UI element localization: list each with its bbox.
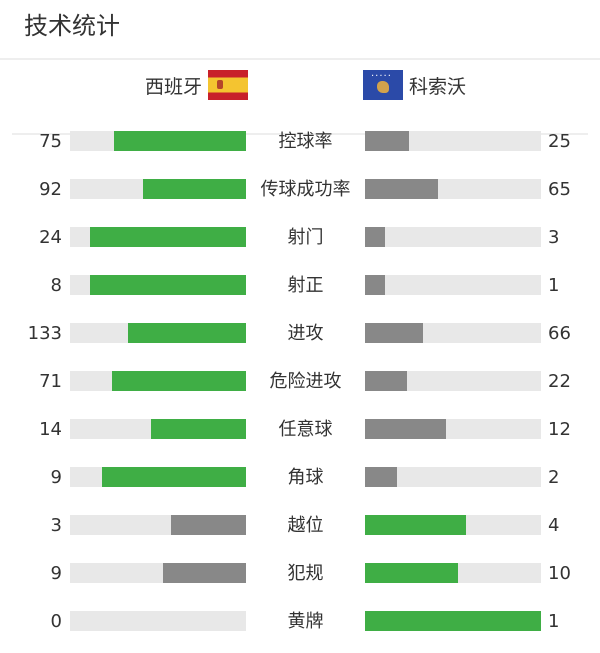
away-value: 22 xyxy=(548,371,571,392)
stat-row: 92 传球成功率 65 xyxy=(0,179,600,201)
away-team-name: 科索沃 xyxy=(409,75,467,98)
stat-row: 71 危险进攻 22 xyxy=(0,371,600,393)
stat-label: 犯规 xyxy=(287,563,324,584)
home-value: 75 xyxy=(39,131,62,152)
away-bar-track xyxy=(365,611,541,631)
away-bar-track xyxy=(365,179,541,199)
stat-row: 8 射正 1 xyxy=(0,275,600,297)
home-bar-track xyxy=(70,515,246,535)
away-bar-track xyxy=(365,131,541,151)
away-bar-track xyxy=(365,515,541,535)
home-value: 9 xyxy=(50,467,62,488)
stat-row: 3 越位 4 xyxy=(0,515,600,537)
divider xyxy=(0,58,600,60)
stat-label: 射门 xyxy=(287,227,324,248)
home-team-name: 西班牙 xyxy=(144,75,202,98)
home-bar-fill xyxy=(162,563,246,583)
home-bar-fill xyxy=(89,227,246,247)
away-value: 12 xyxy=(548,419,571,440)
away-bar-track xyxy=(365,323,541,343)
spain-flag-icon xyxy=(208,70,248,100)
home-value: 3 xyxy=(50,515,62,536)
away-bar-fill xyxy=(365,131,409,151)
home-bar-track xyxy=(70,179,246,199)
away-value: 2 xyxy=(548,467,560,488)
home-bar-track xyxy=(70,227,246,247)
stat-label: 射正 xyxy=(287,275,324,296)
home-value: 8 xyxy=(50,275,62,296)
stat-row: 9 犯规 10 xyxy=(0,563,600,585)
home-bar-track xyxy=(70,323,246,343)
home-bar-fill xyxy=(102,467,246,487)
away-bar-fill xyxy=(365,563,458,583)
away-bar-fill xyxy=(365,467,397,487)
away-value: 4 xyxy=(548,515,560,536)
away-bar-track xyxy=(365,275,541,295)
away-value: 3 xyxy=(548,227,560,248)
stat-label: 传球成功率 xyxy=(260,179,351,200)
home-value: 24 xyxy=(39,227,62,248)
away-bar-track xyxy=(365,227,541,247)
stat-label: 黄牌 xyxy=(287,611,324,632)
home-bar-fill xyxy=(151,419,246,439)
away-bar-fill xyxy=(365,371,407,391)
stat-row: 0 黄牌 1 xyxy=(0,611,600,633)
home-bar-track xyxy=(70,611,246,631)
stat-label: 危险进攻 xyxy=(269,371,342,392)
home-value: 92 xyxy=(39,179,62,200)
home-bar-track xyxy=(70,275,246,295)
away-value: 10 xyxy=(548,563,571,584)
home-bar-track xyxy=(70,371,246,391)
stat-row: 14 任意球 12 xyxy=(0,419,600,441)
stat-label: 越位 xyxy=(287,515,324,536)
away-value: 1 xyxy=(548,275,560,296)
away-value: 1 xyxy=(548,611,560,632)
home-bar-track xyxy=(70,467,246,487)
away-bar-fill xyxy=(365,611,541,631)
stat-label: 控球率 xyxy=(278,131,333,152)
home-bar-track xyxy=(70,419,246,439)
home-bar-fill xyxy=(89,275,246,295)
away-bar-fill xyxy=(365,515,466,535)
away-bar-track xyxy=(365,467,541,487)
divider xyxy=(12,133,588,135)
away-bar-track xyxy=(365,371,541,391)
away-bar-fill xyxy=(365,419,447,439)
stat-row: 24 射门 3 xyxy=(0,227,600,249)
stat-row: 75 控球率 25 xyxy=(0,131,600,153)
away-bar-fill xyxy=(365,179,438,199)
home-team: 西班牙 xyxy=(145,70,248,100)
home-value: 0 xyxy=(50,611,62,632)
away-value: 65 xyxy=(548,179,571,200)
away-value: 66 xyxy=(548,323,571,344)
stat-label: 进攻 xyxy=(287,323,324,344)
home-bar-fill xyxy=(170,515,246,535)
home-bar-track xyxy=(70,131,246,151)
away-bar-fill xyxy=(365,227,385,247)
home-bar-fill xyxy=(142,179,246,199)
home-value: 133 xyxy=(27,323,62,344)
stat-row: 9 角球 2 xyxy=(0,467,600,489)
away-bar-track xyxy=(365,563,541,583)
away-bar-fill xyxy=(365,323,424,343)
kosovo-flag-icon xyxy=(363,70,403,100)
stat-row: 133 进攻 66 xyxy=(0,323,600,345)
home-bar-fill xyxy=(111,371,246,391)
away-bar-track xyxy=(365,419,541,439)
away-team: 科索沃 xyxy=(363,70,466,100)
away-value: 25 xyxy=(548,131,571,152)
home-value: 9 xyxy=(50,563,62,584)
home-bar-fill xyxy=(114,131,246,151)
home-bar-fill xyxy=(128,323,246,343)
stat-label: 任意球 xyxy=(278,419,333,440)
page-title: 技术统计 xyxy=(24,12,120,40)
home-bar-track xyxy=(70,563,246,583)
teams-header: 西班牙 科索沃 xyxy=(0,70,600,104)
home-value: 14 xyxy=(39,419,62,440)
home-value: 71 xyxy=(39,371,62,392)
stat-label: 角球 xyxy=(287,467,324,488)
away-bar-fill xyxy=(365,275,385,295)
